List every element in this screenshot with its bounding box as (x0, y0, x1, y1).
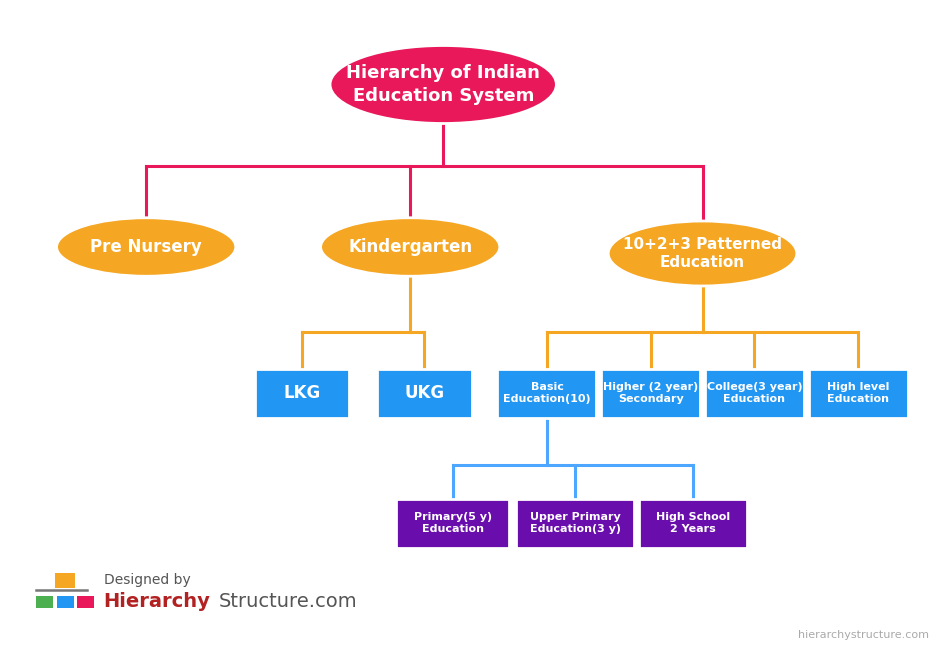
Text: Hierarchy: Hierarchy (104, 592, 210, 611)
FancyBboxPatch shape (639, 499, 748, 547)
FancyBboxPatch shape (77, 596, 94, 608)
FancyBboxPatch shape (705, 369, 804, 417)
Ellipse shape (57, 218, 236, 276)
Text: hierarchystructure.com: hierarchystructure.com (798, 630, 929, 640)
Ellipse shape (608, 221, 797, 286)
FancyBboxPatch shape (36, 596, 53, 608)
FancyBboxPatch shape (498, 369, 597, 417)
Text: High level
Education: High level Education (827, 382, 889, 404)
FancyBboxPatch shape (809, 369, 908, 417)
Ellipse shape (321, 218, 500, 276)
Text: Structure.com: Structure.com (219, 592, 357, 611)
FancyBboxPatch shape (517, 499, 635, 547)
Text: Primary(5 y)
Education: Primary(5 y) Education (414, 512, 491, 534)
FancyBboxPatch shape (255, 369, 349, 417)
Ellipse shape (330, 46, 556, 124)
Text: 10+2+3 Patterned
Education: 10+2+3 Patterned Education (623, 237, 782, 270)
Text: College(3 year)
Education: College(3 year) Education (706, 382, 802, 404)
Text: Pre Nursery: Pre Nursery (91, 238, 202, 256)
Text: Designed by: Designed by (104, 573, 190, 587)
FancyBboxPatch shape (602, 369, 700, 417)
Text: LKG: LKG (283, 384, 321, 402)
Text: Basic
Education(10): Basic Education(10) (504, 382, 590, 404)
Text: Hierarchy of Indian
Education System: Hierarchy of Indian Education System (346, 64, 540, 105)
Text: High School
2 Years: High School 2 Years (656, 512, 730, 534)
FancyBboxPatch shape (57, 596, 74, 608)
Text: UKG: UKG (405, 384, 444, 402)
Text: Kindergarten: Kindergarten (348, 238, 472, 256)
Text: Upper Primary
Education(3 y): Upper Primary Education(3 y) (530, 512, 620, 534)
FancyBboxPatch shape (396, 499, 509, 547)
FancyBboxPatch shape (377, 369, 472, 417)
FancyBboxPatch shape (55, 573, 75, 588)
Text: Higher (2 year)
Secondary: Higher (2 year) Secondary (603, 382, 699, 404)
